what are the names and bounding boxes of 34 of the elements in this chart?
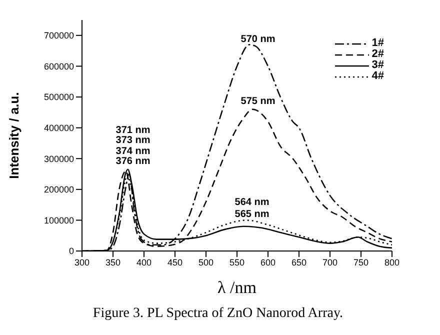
y-tick-label: 200000 <box>44 184 74 195</box>
y-tick-label: 400000 <box>44 122 74 133</box>
x-tick-label: 450 <box>167 257 183 268</box>
x-tick-label: 300 <box>74 257 90 268</box>
x-tick-label: 350 <box>105 257 121 268</box>
annotation: 564 nm <box>234 197 270 208</box>
x-tick-label: 500 <box>198 257 214 268</box>
annotation: 376 nm <box>116 156 150 167</box>
x-tick-label: 600 <box>260 257 276 268</box>
x-tick-label: 400 <box>136 257 152 268</box>
legend-label: 4# <box>372 70 384 82</box>
y-tick-label: 100000 <box>44 215 74 226</box>
y-tick-label: 600000 <box>44 61 74 72</box>
x-tick-label: 700 <box>322 257 338 268</box>
legend-label: 3# <box>372 59 384 71</box>
y-tick-label: 500000 <box>44 92 74 102</box>
annotation: 575 nm <box>240 96 276 107</box>
annotation: 374 nm <box>116 146 150 157</box>
legend-label: 2# <box>372 48 384 60</box>
x-tick-label: 650 <box>291 257 307 268</box>
legend-label: 1# <box>372 37 384 49</box>
annotation: 373 nm <box>116 135 150 146</box>
x-tick-label: 800 <box>384 257 400 268</box>
y-tick-label: 300000 <box>44 154 74 164</box>
y-axis-title: Intensity / a.u. <box>6 92 22 179</box>
x-axis-title: λ /nm <box>218 278 256 297</box>
y-tick-label: 0 <box>68 246 74 256</box>
y-tick-label: 700000 <box>44 30 74 41</box>
x-tick-label: 750 <box>353 257 369 268</box>
x-tick-label: 550 <box>229 257 245 268</box>
annotation: 371 nm <box>116 125 150 136</box>
annotation: 565 nm <box>234 209 270 220</box>
text: Figure 3. PL Spectra of ZnO Nanorod Array. <box>92 306 344 322</box>
annotation: 570 nm <box>240 34 276 45</box>
